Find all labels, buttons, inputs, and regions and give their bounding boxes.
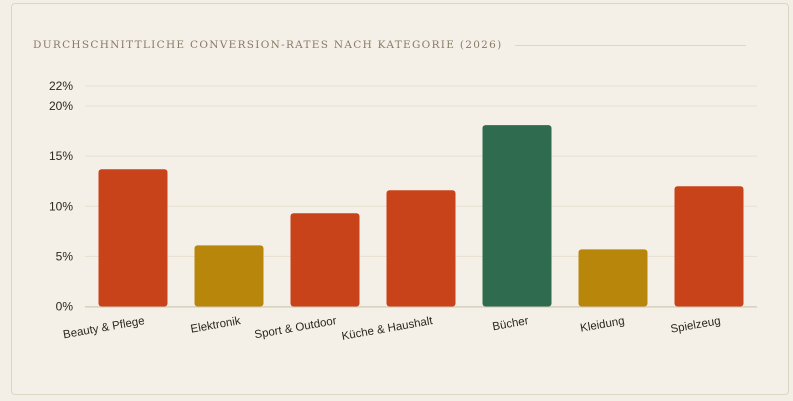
x-tick-label: Bücher (492, 315, 530, 333)
x-tick-label: Küche & Haushalt (341, 315, 435, 343)
x-tick-label: Spielzeug (670, 315, 722, 336)
y-tick-label: 22% (49, 79, 73, 93)
y-tick-label: 20% (49, 99, 73, 113)
y-tick-label: 0% (56, 300, 74, 314)
bar-6[interactable] (674, 186, 744, 307)
y-tick-label: 5% (56, 249, 74, 263)
bars (98, 125, 744, 307)
x-axis-labels: Beauty & Pflege Elektronik Sport & Outdoor… (62, 315, 721, 343)
y-axis-ticks: 0% 5% 10% 15% 20% 22% (49, 79, 73, 314)
x-tick-label: Elektronik (190, 315, 242, 336)
y-tick-label: 15% (49, 149, 73, 163)
chart-title: DURCHSCHNITTLICHE CONVERSION-RATES NACH … (33, 39, 503, 51)
bar-3[interactable] (386, 190, 456, 307)
bar-2[interactable] (290, 213, 360, 307)
bar-5[interactable] (578, 249, 648, 307)
bar-0[interactable] (98, 169, 168, 307)
x-tick-label: Kleidung (579, 315, 625, 335)
chart-header: DURCHSCHNITTLICHE CONVERSION-RATES NACH … (33, 37, 746, 53)
title-divider (514, 44, 746, 46)
y-tick-label: 10% (49, 199, 73, 213)
x-tick-label: Beauty & Pflege (62, 315, 145, 341)
x-tick-label: Sport & Outdoor (254, 315, 338, 341)
bar-4[interactable] (482, 125, 552, 307)
bar-1[interactable] (194, 245, 264, 307)
